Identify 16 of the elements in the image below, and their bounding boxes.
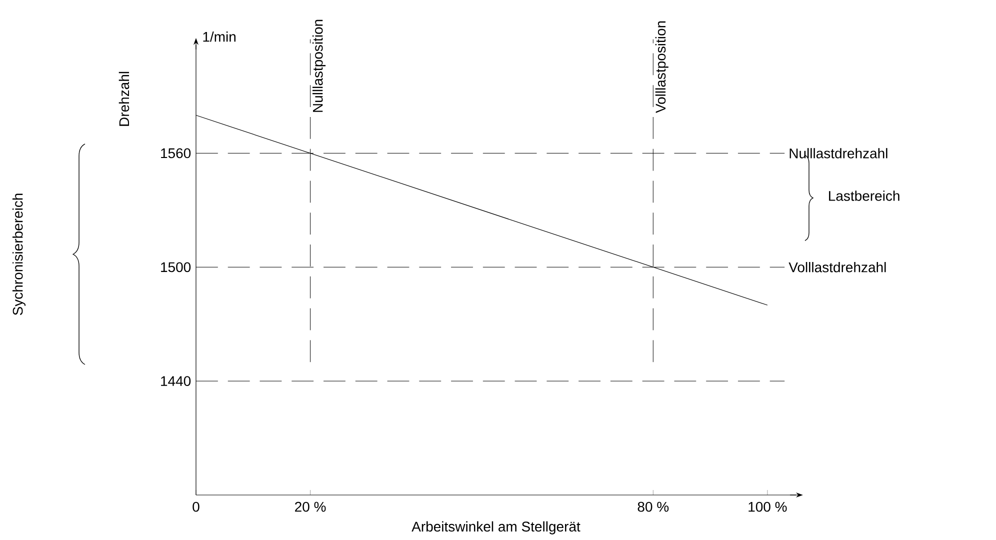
x-tick-label: 20 % <box>295 502 326 512</box>
text: Lastbereich <box>829 190 900 201</box>
ref-line-label: Volllastposition <box>655 21 668 113</box>
ref-line-label: Nulllastdrehzahl <box>790 148 888 158</box>
x-tick-label: 100 % <box>748 502 787 512</box>
y-tick-label: 1560 <box>161 148 191 158</box>
y-axis-title: Drehzahl <box>118 72 130 126</box>
x-axis-title: Arbeitswinkel am Stellgerät <box>412 521 580 534</box>
text: 1/min <box>203 32 236 42</box>
text: Sychronisierbereich <box>12 194 26 316</box>
x-tick-label: 0 <box>192 502 200 512</box>
y-tick-label: 1440 <box>161 376 191 386</box>
ref-line-label: Nulllastposition <box>312 20 326 112</box>
ref-line-label: Volllastdrehzahl <box>788 262 886 272</box>
y-tick-label: 1500 <box>161 262 191 272</box>
x-tick-label: 80 % <box>638 502 669 512</box>
